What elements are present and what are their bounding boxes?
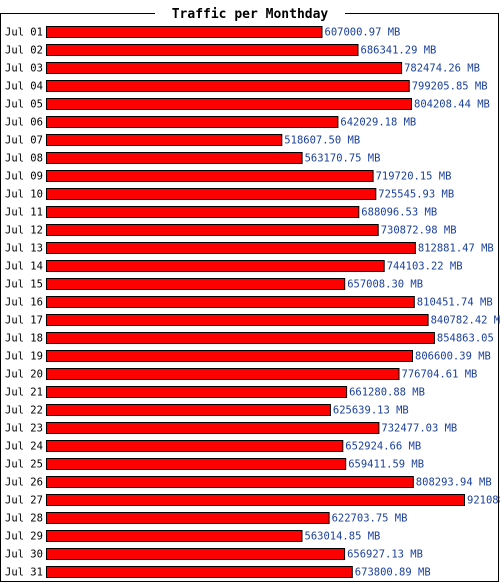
traffic-bar (46, 152, 303, 164)
title-background (155, 4, 345, 22)
traffic-bar (46, 422, 380, 434)
traffic-bar (46, 116, 339, 128)
day-label: Jul 02 (5, 45, 43, 57)
traffic-bar (46, 512, 330, 524)
value-label: 657008.30 MB (347, 279, 423, 291)
day-label: Jul 08 (5, 153, 43, 165)
traffic-bar (46, 368, 400, 380)
day-label: Jul 06 (5, 117, 43, 129)
value-label: 661280.88 MB (349, 387, 425, 399)
day-label: Jul 11 (5, 207, 43, 219)
value-label: 659411.59 MB (348, 459, 424, 471)
value-label: 782474.26 MB (404, 63, 480, 75)
traffic-bar (46, 98, 412, 110)
day-label: Jul 16 (5, 297, 43, 309)
value-label: 840782.42 MB (431, 315, 500, 327)
value-label: 810451.74 MB (417, 297, 493, 309)
day-label: Jul 25 (5, 459, 43, 471)
bar-rows: Jul 01 607000.97 MB Jul 02 686341.29 MB Jul … (5, 26, 500, 579)
traffic-bar (46, 206, 360, 218)
value-label: 673800.89 MB (355, 567, 431, 579)
value-label: 625639.13 MB (333, 405, 409, 417)
day-label: Jul 01 (5, 27, 43, 39)
value-label: 563014.85 MB (305, 531, 381, 543)
value-label: 518607.50 MB (284, 135, 360, 147)
traffic-bar (46, 260, 385, 272)
value-label: 642029.18 MB (340, 117, 416, 129)
day-label: Jul 28 (5, 513, 43, 525)
day-label: Jul 04 (5, 81, 43, 93)
day-label: Jul 13 (5, 243, 43, 255)
traffic-bar (46, 170, 374, 182)
day-label: Jul 14 (5, 261, 43, 273)
traffic-bar (46, 80, 410, 92)
traffic-bar (46, 314, 429, 326)
value-label: 808293.94 MB (416, 477, 492, 489)
value-label: 607000.97 MB (325, 27, 401, 39)
traffic-bar (46, 296, 415, 308)
value-label: 622703.75 MB (332, 513, 408, 525)
day-label: Jul 27 (5, 495, 43, 507)
value-label: 725545.93 MB (378, 189, 454, 201)
chart-title: Traffic per Monthday (172, 7, 329, 22)
traffic-bar (46, 548, 346, 560)
traffic-bar (46, 26, 323, 38)
traffic-bar (46, 476, 414, 488)
day-label: Jul 09 (5, 171, 43, 183)
traffic-bar (46, 224, 379, 236)
day-label: Jul 18 (5, 333, 43, 345)
day-label: Jul 24 (5, 441, 43, 453)
value-label: 776704.61 MB (402, 369, 478, 381)
value-label: 744103.22 MB (387, 261, 463, 273)
day-label: Jul 30 (5, 549, 43, 561)
value-label: 732477.03 MB (381, 423, 457, 435)
value-label: 563170.75 MB (305, 153, 381, 165)
traffic-bar (46, 278, 346, 290)
day-label: Jul 05 (5, 99, 43, 111)
day-label: Jul 29 (5, 531, 43, 543)
day-label: Jul 31 (5, 567, 43, 579)
day-label: Jul 07 (5, 135, 43, 147)
value-label: 806600.39 MB (415, 351, 491, 363)
day-label: Jul 26 (5, 477, 43, 489)
traffic-bar (46, 332, 435, 344)
day-label: Jul 20 (5, 369, 43, 381)
value-label: 686341.29 MB (361, 45, 437, 57)
value-label: 652924.66 MB (345, 441, 421, 453)
day-label: Jul 10 (5, 189, 43, 201)
traffic-bar (46, 44, 359, 56)
day-label: Jul 22 (5, 405, 43, 417)
traffic-bar (46, 350, 413, 362)
traffic-bar (46, 530, 303, 542)
traffic-bar (46, 404, 331, 416)
day-label: Jul 12 (5, 225, 43, 237)
traffic-bar (46, 188, 377, 200)
day-label: Jul 23 (5, 423, 43, 435)
day-label: Jul 19 (5, 351, 43, 363)
traffic-bar (46, 440, 344, 452)
day-label: Jul 17 (5, 315, 43, 327)
value-label: 854863.05 MB (437, 333, 500, 345)
value-label: 812881.47 MB (418, 243, 494, 255)
value-label: 804208.44 MB (414, 99, 490, 111)
value-label: 719720.15 MB (376, 171, 452, 183)
day-label: Jul 03 (5, 63, 43, 75)
traffic-bar (46, 566, 353, 578)
value-label: 688096.53 MB (361, 207, 437, 219)
value-label: 730872.98 MB (381, 225, 457, 237)
day-label: Jul 15 (5, 279, 43, 291)
day-label: Jul 21 (5, 387, 43, 399)
traffic-bar (46, 242, 416, 254)
value-label: 921088.32 MB (467, 495, 500, 507)
traffic-bar (46, 386, 348, 398)
value-label: 799205.85 MB (412, 81, 488, 93)
traffic-bar (46, 134, 283, 146)
traffic-bar (46, 494, 465, 506)
traffic-bar (46, 62, 403, 74)
value-label: 656927.13 MB (347, 549, 423, 561)
traffic-bar (46, 458, 347, 470)
